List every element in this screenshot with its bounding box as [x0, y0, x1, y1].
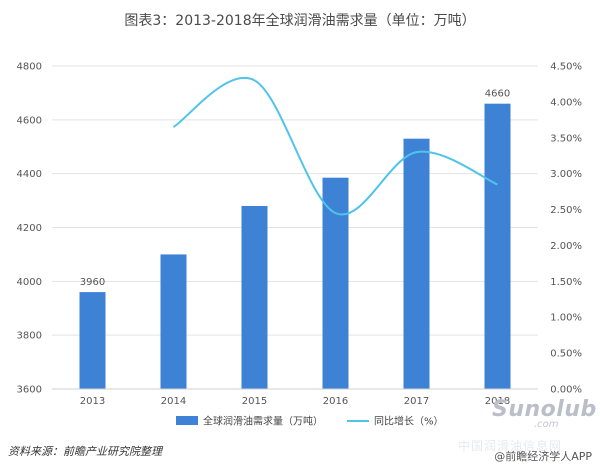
y-left-tick-label: 4400 — [17, 169, 42, 180]
bar-data-label: 4660 — [485, 89, 510, 100]
watermark: Sunolub .com 中国润滑油信息网 — [458, 397, 596, 453]
y-right-tick-label: 2.50% — [550, 205, 582, 216]
bar — [241, 205, 268, 389]
line-series — [172, 77, 498, 216]
y-left-tick-label: 4200 — [17, 223, 42, 234]
legend-bar-label: 全球润滑油需求量（万吨） — [203, 415, 323, 428]
x-tick-label: 2013 — [80, 396, 105, 407]
source-note: 资料来源：前瞻产业研究院整理 — [8, 445, 162, 458]
bar-series — [79, 103, 511, 389]
y-left-tick-label: 4000 — [17, 277, 42, 288]
watermark-logo: Sunolub — [492, 397, 597, 422]
bar — [79, 292, 106, 389]
x-tick-label: 2017 — [404, 396, 429, 407]
y-right-tick-label: 1.50% — [550, 277, 582, 288]
watermark-site-name: 中国润滑油信息网 — [458, 439, 563, 453]
bar — [403, 138, 430, 389]
legend-line-label: 同比增长（%） — [374, 415, 444, 428]
bar — [322, 177, 349, 389]
y-right-tick-label: 0.50% — [550, 349, 582, 360]
legend: 全球润滑油需求量（万吨） 同比增长（%） — [176, 415, 444, 428]
x-tick-label: 2016 — [323, 396, 348, 407]
bar-data-label: 3960 — [80, 277, 105, 288]
y-right-tick-label: 1.00% — [550, 313, 582, 324]
growth-line — [172, 77, 498, 216]
y-left-tick-label: 3800 — [17, 331, 42, 342]
watermark-domain: .com — [534, 419, 559, 430]
chart-title: 图表3：2013-2018年全球润滑油需求量（单位：万吨） — [124, 13, 476, 29]
y-right-tick-label: 0.00% — [550, 385, 582, 396]
app-badge: @前瞻经济学人APP — [494, 450, 592, 463]
axes: 3600 3800 4000 4200 4400 4600 4800 0.00% 0.50% 1.… — [17, 62, 582, 408]
legend-bar-swatch — [176, 416, 198, 425]
x-tick-label: 2018 — [485, 396, 510, 407]
x-tick-label: 2014 — [161, 396, 186, 407]
y-right-tick-label: 2.00% — [550, 241, 582, 252]
y-right-tick-label: 3.00% — [550, 169, 582, 180]
bar — [160, 254, 187, 389]
y-right-tick-label: 4.50% — [550, 62, 582, 73]
y-left-tick-label: 4600 — [17, 115, 42, 126]
grid-lines — [52, 65, 538, 390]
y-left-tick-label: 3600 — [17, 385, 42, 396]
bar — [484, 103, 511, 389]
y-right-tick-label: 4.00% — [550, 97, 582, 108]
y-left-tick-label: 4800 — [17, 62, 42, 73]
x-tick-label: 2015 — [242, 396, 267, 407]
data-labels: 3960 4660 — [80, 89, 510, 288]
y-right-tick-label: 3.50% — [550, 133, 582, 144]
